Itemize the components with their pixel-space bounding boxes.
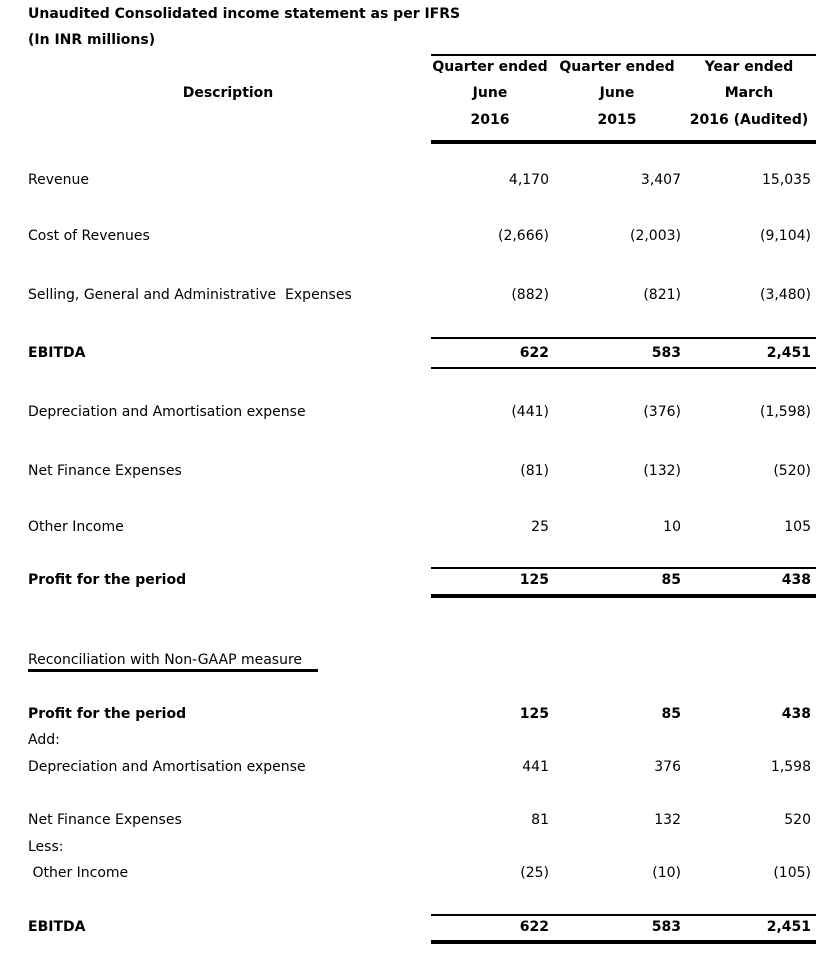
row-value-col1: 4,170 xyxy=(508,172,549,188)
ebitda-top-rule xyxy=(431,337,816,339)
description-header: Description xyxy=(182,85,274,101)
row-label: Depreciation and Amortisation expense xyxy=(28,404,306,420)
header-bottom-rule xyxy=(431,140,816,144)
col3-header-line3: 2016 (Audited) xyxy=(689,112,809,128)
row-label: EBITDA xyxy=(28,919,86,935)
row-value-col2: 132 xyxy=(654,812,681,828)
col2-header-line1: Quarter ended xyxy=(559,59,675,75)
profit-bottom-rule xyxy=(431,594,816,598)
row-value-col3: 438 xyxy=(781,572,811,588)
row-label: Net Finance Expenses xyxy=(28,463,182,479)
row-value-col2: (10) xyxy=(652,865,681,881)
row-value-col2: (821) xyxy=(643,287,681,303)
ebitda-bottom-rule xyxy=(431,367,816,369)
row-value-col3: (3,480) xyxy=(759,287,811,303)
col1-header-line3: 2016 xyxy=(470,112,510,128)
row-label: Net Finance Expenses xyxy=(28,812,182,828)
row-value-col1: (441) xyxy=(511,404,549,420)
row-value-col2: 583 xyxy=(651,345,681,361)
recon-ebitda-bottom-rule xyxy=(431,940,816,944)
statement-units: (In INR millions) xyxy=(28,32,156,48)
row-value-col1: (2,666) xyxy=(497,228,549,244)
row-value-col2: (376) xyxy=(643,404,681,420)
row-value-col1: 125 xyxy=(519,706,549,722)
col2-header-line3: 2015 xyxy=(597,112,637,128)
row-value-col3: 15,035 xyxy=(762,172,811,188)
col2-header-line2: June xyxy=(599,85,635,101)
row-label: Cost of Revenues xyxy=(28,228,150,244)
col1-header-line2: June xyxy=(472,85,508,101)
row-value-col1: 25 xyxy=(531,519,549,535)
row-value-col1: 125 xyxy=(519,572,549,588)
col3-header-line2: March xyxy=(724,85,774,101)
row-value-col3: (9,104) xyxy=(759,228,811,244)
row-value-col1: 622 xyxy=(519,919,549,935)
row-value-col2: (2,003) xyxy=(629,228,681,244)
row-value-col3: 105 xyxy=(784,519,811,535)
row-value-col2: 85 xyxy=(661,572,681,588)
row-value-col2: 376 xyxy=(654,759,681,775)
row-label: EBITDA xyxy=(28,345,86,361)
row-label: Less: xyxy=(28,839,64,855)
row-value-col3: (520) xyxy=(773,463,811,479)
header-top-rule xyxy=(431,54,816,56)
col1-header-line1: Quarter ended xyxy=(432,59,548,75)
row-label: Add: xyxy=(28,732,60,748)
reconciliation-heading: Reconciliation with Non-GAAP measure xyxy=(28,652,303,668)
row-value-col1: (81) xyxy=(520,463,549,479)
row-value-col2: 85 xyxy=(661,706,681,722)
row-label: Other Income xyxy=(28,865,129,881)
row-label: Profit for the period xyxy=(28,706,187,722)
row-label: Revenue xyxy=(28,172,89,188)
row-value-col3: 1,598 xyxy=(770,759,811,775)
statement-title: Unaudited Consolidated income statement … xyxy=(28,6,461,22)
profit-top-rule xyxy=(431,567,816,569)
row-value-col1: 622 xyxy=(519,345,549,361)
reconciliation-underline xyxy=(28,669,318,672)
recon-ebitda-top-rule xyxy=(431,914,816,916)
row-label: Depreciation and Amortisation expense xyxy=(28,759,306,775)
row-value-col2: 583 xyxy=(651,919,681,935)
row-value-col3: 2,451 xyxy=(766,919,811,935)
row-label: Selling, General and Administrative Expe… xyxy=(28,287,352,303)
row-value-col1: 81 xyxy=(531,812,549,828)
row-value-col2: 10 xyxy=(663,519,681,535)
row-value-col3: (105) xyxy=(773,865,811,881)
row-value-col3: (1,598) xyxy=(759,404,811,420)
row-value-col1: (25) xyxy=(520,865,549,881)
row-label: Other Income xyxy=(28,519,124,535)
col3-header-line1: Year ended xyxy=(704,59,794,75)
row-value-col1: (882) xyxy=(511,287,549,303)
row-value-col2: 3,407 xyxy=(640,172,681,188)
row-value-col3: 2,451 xyxy=(766,345,811,361)
row-value-col3: 438 xyxy=(781,706,811,722)
row-value-col3: 520 xyxy=(784,812,811,828)
row-label: Profit for the period xyxy=(28,572,187,588)
row-value-col2: (132) xyxy=(643,463,681,479)
row-value-col1: 441 xyxy=(522,759,549,775)
